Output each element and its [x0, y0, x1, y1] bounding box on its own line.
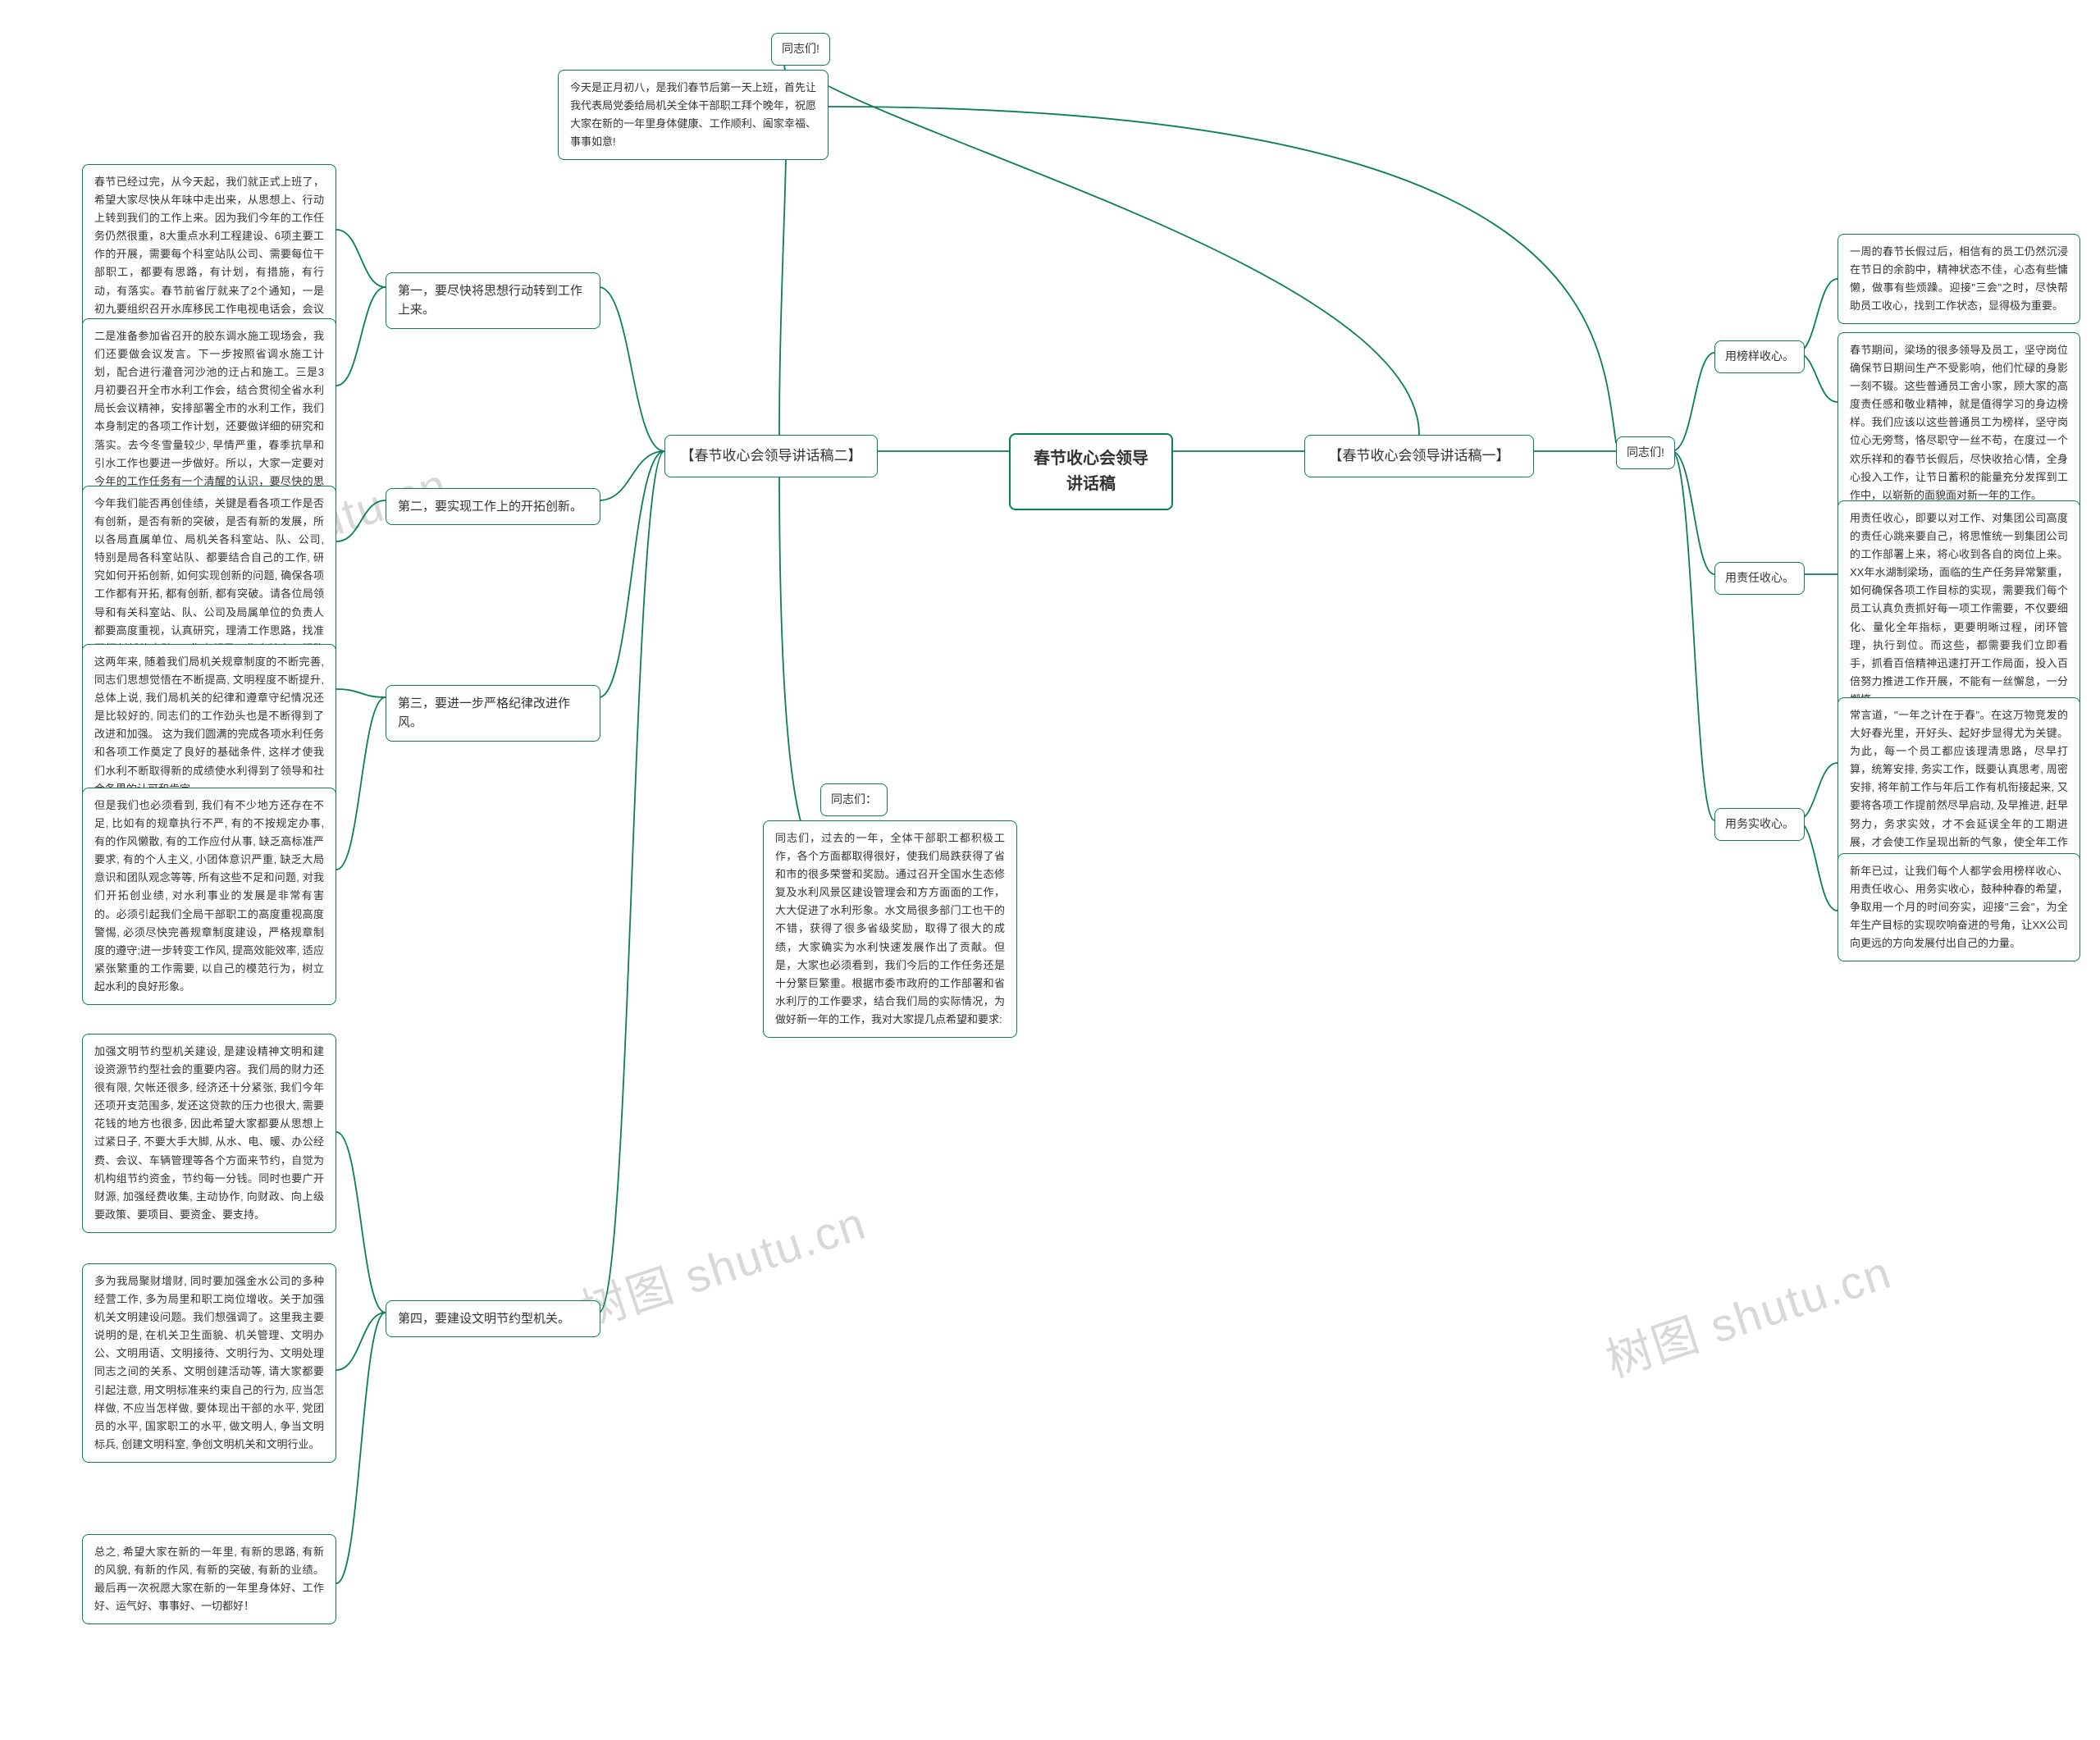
- right-item3-label: 用务实收心。: [1714, 808, 1805, 841]
- right-intro: 今天是正月初八，是我们春节后第一天上班，首先让我代表局党委给局机关全体干部职工拜…: [558, 70, 829, 160]
- left-sec4-p3: 总之, 希望大家在新的一年里, 有新的思路, 有新的风貌, 有新的作风, 有新的…: [82, 1534, 336, 1624]
- left-sec3-p2: 但是我们也必须看到, 我们有不少地方还存在不足, 比如有的规章执行不严, 有的不…: [82, 788, 336, 1005]
- left-greeting: 同志们：: [820, 783, 888, 816]
- right-item1-label: 用榜样收心。: [1714, 340, 1805, 373]
- right-title: 【春节收心会领导讲话稿一】: [1304, 435, 1534, 477]
- right-item2-label: 用责任收心。: [1714, 562, 1805, 595]
- right-item1-para1: 一周的春节长假过后，相信有的员工仍然沉浸在节日的余韵中，精神状态不佳，心态有些慵…: [1838, 234, 2080, 324]
- left-sec1: 第一，要尽快将思想行动转到工作上来。: [386, 272, 600, 329]
- left-sec3: 第三，要进一步严格纪律改进作风。: [386, 685, 600, 742]
- watermark: 树图 shutu.cn: [1596, 1235, 1899, 1391]
- left-intro: 同志们，过去的一年，全体干部职工都积极工作，各个方面都取得很好，使我们局跌获得了…: [763, 820, 1017, 1038]
- left-sec4: 第四，要建设文明节约型机关。: [386, 1300, 600, 1337]
- left-title: 【春节收心会领导讲话稿二】: [664, 435, 878, 477]
- right-greeting: 同志们!: [1616, 436, 1675, 469]
- left-sec2: 第二，要实现工作上的开拓创新。: [386, 488, 600, 525]
- right-item3-para1: 常言道，"一年之计在于春"。在这万物竞发的大好春光里，开好头、起好步显得尤为关键…: [1838, 697, 2080, 879]
- center-node: 春节收心会领导讲话稿: [1009, 433, 1173, 510]
- right-item3-para2: 新年已过，让我们每个人都学会用榜样收心、用责任收心、用务实收心，鼓种种春的希望，…: [1838, 853, 2080, 961]
- watermark: 树图 shutu.cn: [571, 1186, 874, 1341]
- right-item1-para2: 春节期间，梁场的很多领导及员工，坚守岗位确保节日期间生产不受影响，他们忙碌的身影…: [1838, 332, 2080, 514]
- left-sec3-p1: 这两年来, 随着我们局机关规章制度的不断完善, 同志们思想觉悟在不断提高, 文明…: [82, 644, 336, 807]
- left-sec4-p2: 多为我局聚财增财, 同时要加强金水公司的多种经营工作, 多为局里和职工岗位增收。…: [82, 1263, 336, 1463]
- top-greeting: 同志们!: [771, 33, 830, 66]
- right-item2-para1: 用责任收心，即要以对工作、对集团公司高度的责任心跳来要自己，将思惟统一到集团公司…: [1838, 500, 2080, 718]
- left-sec4-p1: 加强文明节约型机关建设, 是建设精神文明和建设资源节约型社会的重要内容。我们局的…: [82, 1034, 336, 1233]
